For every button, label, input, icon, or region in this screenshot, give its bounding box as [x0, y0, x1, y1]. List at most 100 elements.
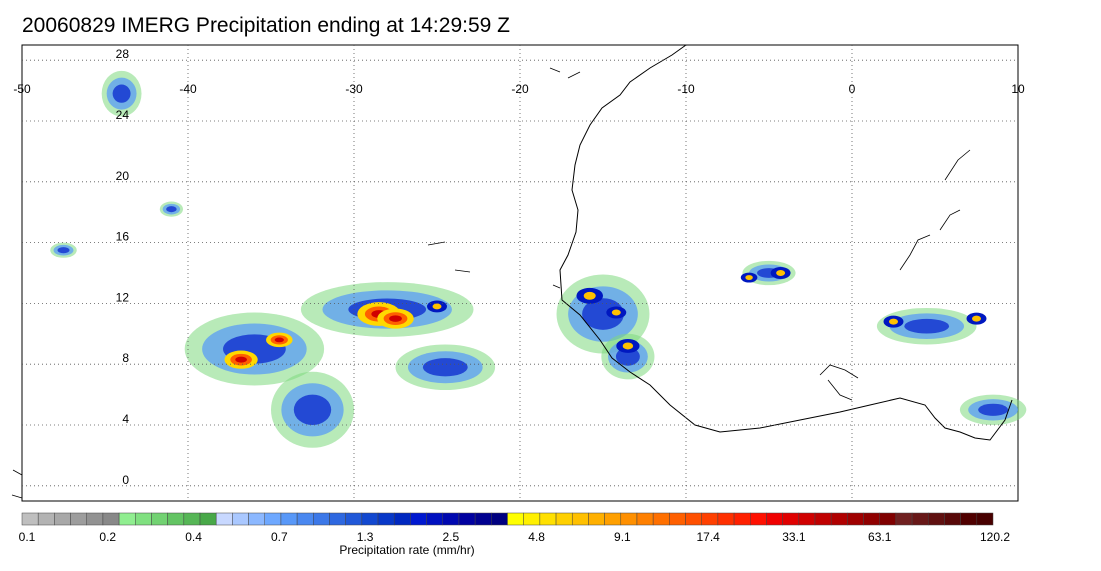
- colorbar-swatch: [863, 512, 880, 526]
- colorbar-swatch: [345, 512, 363, 526]
- colorbar-swatch: [215, 512, 233, 526]
- colorbar-swatch: [264, 512, 282, 526]
- lon-tick-label: 10: [1011, 82, 1025, 96]
- colorbar-label: Precipitation rate (mm/hr): [339, 543, 474, 557]
- precip-area-core: [166, 206, 177, 213]
- lon-tick-label: 0: [849, 82, 856, 96]
- colorbar-swatch: [54, 512, 71, 526]
- colorbar-swatch: [135, 512, 152, 526]
- lon-tick-label: -50: [13, 82, 31, 96]
- river-branches: [819, 149, 971, 401]
- colorbar-swatches: [21, 512, 994, 526]
- precip-cell-core: [745, 275, 753, 281]
- colorbar-tick-label: 17.4: [696, 530, 720, 544]
- colorbar-swatch: [685, 512, 702, 526]
- lat-tick-label: 16: [116, 230, 130, 244]
- colorbar-tick-label: 120.2: [980, 530, 1010, 544]
- colorbar-swatch: [21, 512, 39, 526]
- colorbar-swatch: [442, 512, 460, 526]
- precip-cell-core: [583, 291, 596, 300]
- precip-area-core: [978, 403, 1009, 416]
- colorbar-swatch: [410, 512, 427, 526]
- precip-area-core: [57, 247, 70, 254]
- colorbar-tick-label: 0.4: [185, 530, 202, 544]
- colorbar-swatch: [944, 512, 961, 526]
- colorbar-swatch: [701, 512, 719, 526]
- precip-area-core: [582, 298, 624, 330]
- colorbar-swatch: [717, 512, 735, 526]
- colorbar-swatch: [523, 512, 541, 526]
- precip-cell-core: [432, 303, 442, 310]
- colorbar-swatch: [782, 512, 800, 526]
- colorbar-tick-label: 2.5: [443, 530, 460, 544]
- precip-cell-core: [622, 342, 634, 350]
- colorbar-swatch: [571, 512, 589, 526]
- colorbar-tick-labels: 0.1 0.2 0.4 0.7 1.3 2.5 4.8 9.1 17.4 33.1 63.1 120.…: [19, 530, 1011, 544]
- precip-area-core: [904, 318, 950, 334]
- colorbar-tick-label: 0.7: [271, 530, 288, 544]
- colorbar-swatch: [361, 512, 379, 526]
- colorbar-swatch: [102, 512, 120, 526]
- precip-area-core: [422, 358, 468, 377]
- colorbar-swatch: [766, 512, 783, 526]
- precip-area-core: [615, 347, 640, 366]
- colorbar-swatch: [830, 512, 848, 526]
- colorbar-tick-label: 63.1: [868, 530, 892, 544]
- precip-cell-core: [889, 318, 898, 325]
- colorbar-swatch: [814, 512, 832, 526]
- colorbar-swatch: [507, 512, 524, 526]
- map-title: 20060829 IMERG Precipitation ending at 1…: [22, 14, 510, 37]
- colorbar-swatch: [313, 512, 330, 526]
- colorbar-swatch: [280, 512, 298, 526]
- heavy-precip-layer: [224, 267, 987, 369]
- colorbar-swatch: [911, 512, 929, 526]
- colorbar-tick-label: 1.3: [357, 530, 374, 544]
- colorbar-swatch: [329, 512, 346, 526]
- lat-tick-label: 28: [116, 47, 130, 61]
- lon-tick-label: -20: [511, 82, 529, 96]
- colorbar-swatch: [539, 512, 557, 526]
- coast-fragments: [11, 67, 581, 499]
- colorbar-swatch: [652, 512, 670, 526]
- lon-tick-label: -40: [179, 82, 197, 96]
- colorbar-swatch: [733, 512, 751, 526]
- precip-cell-core: [972, 315, 981, 322]
- precip-cell-peak: [274, 337, 284, 343]
- precip-area-core: [293, 394, 332, 425]
- lat-tick-label: 4: [122, 412, 129, 426]
- colorbar-swatch: [847, 512, 864, 526]
- colorbar-swatch: [750, 512, 767, 526]
- colorbar-swatch: [232, 512, 249, 526]
- colorbar-swatch: [151, 512, 168, 526]
- colorbar-swatch: [620, 512, 638, 526]
- precip-area-core: [112, 84, 131, 103]
- colorbar-swatch: [248, 512, 265, 526]
- lat-tick-label: 12: [116, 290, 130, 304]
- colorbar-swatch: [183, 512, 201, 526]
- colorbar-swatch: [491, 512, 508, 526]
- colorbar-swatch: [70, 512, 87, 526]
- colorbar-tick-label: 0.2: [99, 530, 116, 544]
- colorbar-swatch: [960, 512, 978, 526]
- graticule: [22, 45, 1018, 501]
- colorbar-swatch: [604, 512, 622, 526]
- precip-cell-peak: [389, 315, 402, 322]
- colorbar-swatch: [393, 512, 411, 526]
- precip-cell-peak: [235, 356, 247, 363]
- lon-tick-label: -10: [677, 82, 695, 96]
- africa-coastline: [559, 44, 1013, 441]
- colorbar-swatch: [555, 512, 573, 526]
- colorbar-swatch: [167, 512, 185, 526]
- colorbar-swatch: [426, 512, 444, 526]
- colorbar-swatch: [798, 512, 816, 526]
- colorbar-swatch: [928, 512, 945, 526]
- axis-labels: -50 -40 -30 -20 -10 0 10 0 4 8 12 16 20 24 28: [13, 47, 1025, 487]
- lat-tick-label: 24: [116, 108, 130, 122]
- colorbar-swatch: [474, 512, 492, 526]
- colorbar-swatch: [458, 512, 476, 526]
- colorbar-swatch: [86, 512, 104, 526]
- colorbar-swatch: [588, 512, 605, 526]
- colorbar-tick-label: 0.1: [19, 530, 36, 544]
